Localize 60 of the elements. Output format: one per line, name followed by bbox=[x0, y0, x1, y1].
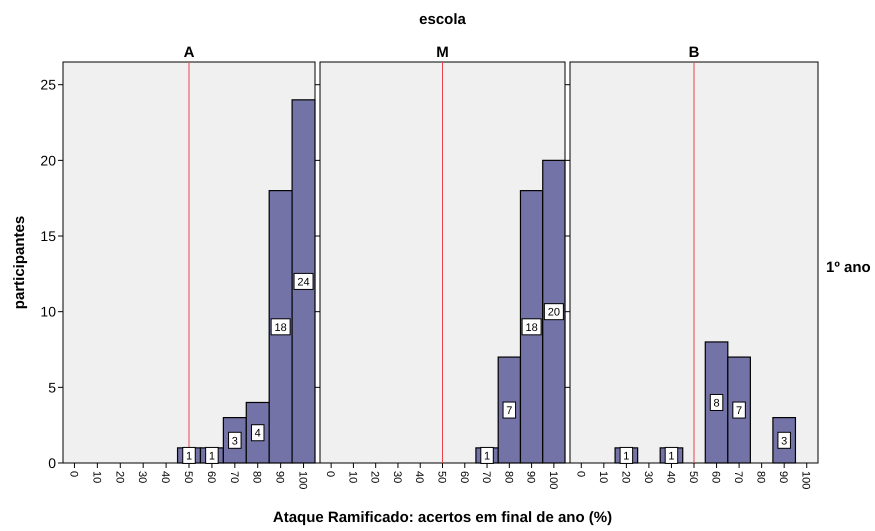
x-tick-label: 30 bbox=[390, 471, 403, 484]
x-tick-label: 30 bbox=[642, 471, 654, 484]
x-tick-label: 40 bbox=[664, 471, 676, 484]
data-label: 4 bbox=[254, 428, 261, 440]
data-label: 18 bbox=[525, 322, 538, 334]
x-tick-label: 80 bbox=[502, 471, 514, 484]
data-label: 20 bbox=[548, 306, 560, 319]
x-tick-label: 90 bbox=[777, 471, 790, 484]
data-label: 1 bbox=[208, 450, 215, 462]
data-label: 1 bbox=[623, 450, 630, 462]
x-tick-label: 20 bbox=[619, 471, 632, 484]
data-label: 1 bbox=[668, 450, 675, 462]
chart-title: M bbox=[436, 44, 449, 61]
x-tick-label: 30 bbox=[136, 471, 148, 484]
x-tick-label: 100 bbox=[296, 471, 309, 490]
data-label: 1 bbox=[484, 450, 490, 462]
x-tick-label: 0 bbox=[574, 471, 586, 478]
y-tick-label: 25 bbox=[40, 76, 56, 93]
chart-subtitle: escola bbox=[419, 11, 467, 28]
x-tick-label: 20 bbox=[113, 471, 126, 484]
y-axis-title: participantes bbox=[11, 216, 28, 310]
data-label: 7 bbox=[736, 405, 742, 418]
chart-title: A bbox=[184, 44, 195, 61]
x-tick-label: 90 bbox=[524, 471, 537, 484]
x-tick-label: 70 bbox=[732, 471, 744, 484]
x-tick-label: 50 bbox=[182, 471, 194, 484]
x-tick-label: 70 bbox=[480, 471, 492, 484]
x-tick-label: 50 bbox=[687, 471, 699, 484]
chart-title: B bbox=[688, 44, 700, 61]
x-tick-label: 70 bbox=[228, 471, 240, 484]
x-tick-label: 10 bbox=[346, 471, 358, 484]
x-tick-label: 10 bbox=[90, 471, 102, 484]
data-label: 8 bbox=[713, 397, 720, 410]
data-label: 1 bbox=[186, 450, 192, 462]
data-label: 7 bbox=[506, 405, 512, 418]
y-tick-label: 5 bbox=[48, 379, 56, 396]
data-label: 24 bbox=[297, 276, 310, 288]
x-tick-label: 80 bbox=[250, 471, 263, 484]
x-tick-label: 90 bbox=[274, 471, 286, 484]
y-tick-label: 20 bbox=[40, 152, 56, 168]
x-tick-label: 100 bbox=[546, 471, 559, 490]
data-label: 3 bbox=[781, 435, 788, 448]
x-tick-label: 0 bbox=[324, 471, 336, 478]
x-tick-label: 60 bbox=[204, 471, 217, 484]
data-label: 18 bbox=[274, 322, 287, 334]
x-tick-label: 20 bbox=[368, 471, 381, 484]
data-label: 3 bbox=[232, 435, 238, 448]
y-tick-label: 10 bbox=[40, 304, 56, 320]
y-tick-label: 15 bbox=[40, 228, 56, 244]
x-tick-label: 40 bbox=[159, 471, 172, 484]
x-tick-label: 10 bbox=[596, 471, 609, 484]
x-tick-label: 60 bbox=[710, 471, 722, 484]
x-axis-title: Ataque Ramificado: acertos em final de ano (%) bbox=[272, 509, 612, 526]
x-tick-label: 50 bbox=[436, 471, 448, 484]
x-tick-label: 60 bbox=[458, 471, 470, 484]
text: 1º ano bbox=[826, 259, 871, 276]
x-tick-label: 40 bbox=[413, 471, 426, 484]
x-tick-label: 80 bbox=[754, 471, 767, 484]
x-tick-label: 0 bbox=[67, 471, 80, 478]
x-tick-label: 100 bbox=[800, 471, 812, 490]
